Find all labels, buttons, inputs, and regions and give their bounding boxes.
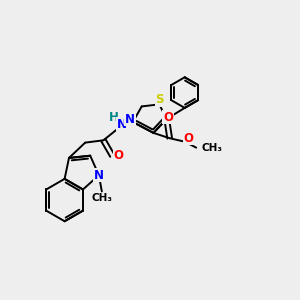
Text: CH₃: CH₃: [201, 143, 222, 153]
Text: N: N: [125, 112, 135, 126]
Text: H: H: [109, 111, 118, 124]
Text: CH₃: CH₃: [91, 193, 112, 203]
Text: O: O: [163, 110, 173, 124]
Text: N: N: [94, 169, 104, 182]
Text: O: O: [184, 132, 194, 145]
Text: S: S: [155, 93, 164, 106]
Text: O: O: [113, 148, 123, 161]
Text: N: N: [117, 118, 127, 130]
